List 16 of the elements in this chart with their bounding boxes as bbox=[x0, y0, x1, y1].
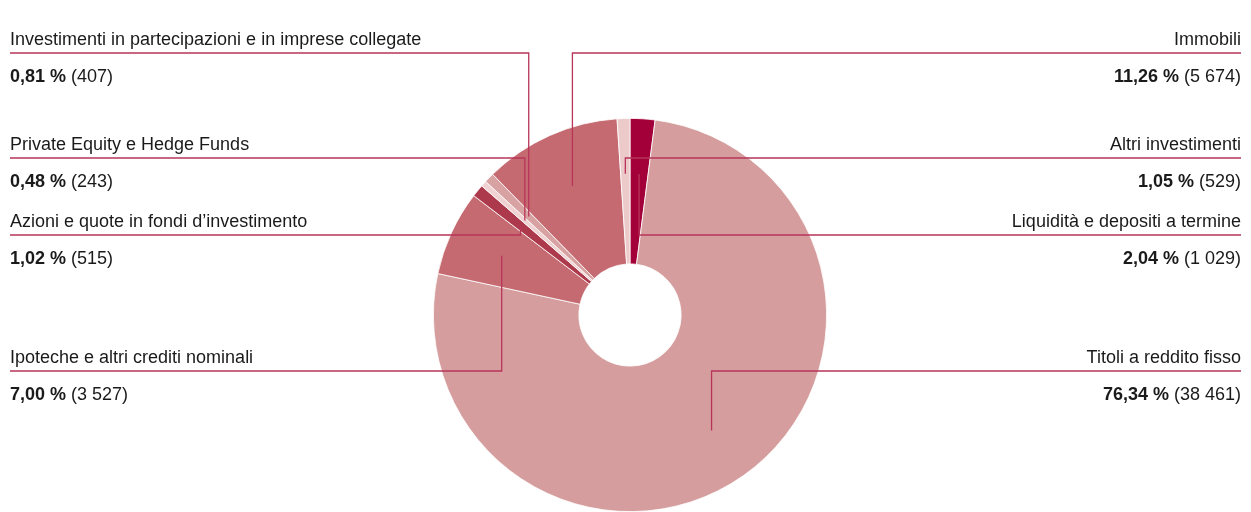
data-label: 7,00 % (3 527) bbox=[10, 384, 129, 404]
data-label: 0,81 % (407) bbox=[10, 66, 114, 86]
data-label: 76,34 % (38 461) bbox=[1102, 384, 1241, 404]
slice-label: Titoli a reddito fisso bbox=[1086, 347, 1241, 367]
slice-label: Immobili bbox=[1173, 29, 1241, 49]
data-label: 0,48 % (243) bbox=[10, 171, 114, 191]
data-label: 1,05 % (529) bbox=[1137, 171, 1242, 191]
slice-label: Private Equity e Hedge Funds bbox=[10, 134, 250, 154]
slice-label: Liquidità e depositi a termine bbox=[1011, 211, 1241, 231]
data-label: 11,26 % (5 674) bbox=[1113, 66, 1242, 86]
data-label: 2,04 % (1 029) bbox=[1122, 248, 1242, 268]
slice-label: Investimenti in partecipazioni e in imprese collegate bbox=[10, 29, 422, 49]
slice-label: Altri investimenti bbox=[1109, 134, 1241, 154]
data-label: 1,02 % (515) bbox=[10, 248, 114, 268]
slice-label: Ipoteche e altri crediti nominali bbox=[10, 347, 254, 367]
slice-label: Azioni e quote in fondi d’investimento bbox=[10, 211, 308, 231]
